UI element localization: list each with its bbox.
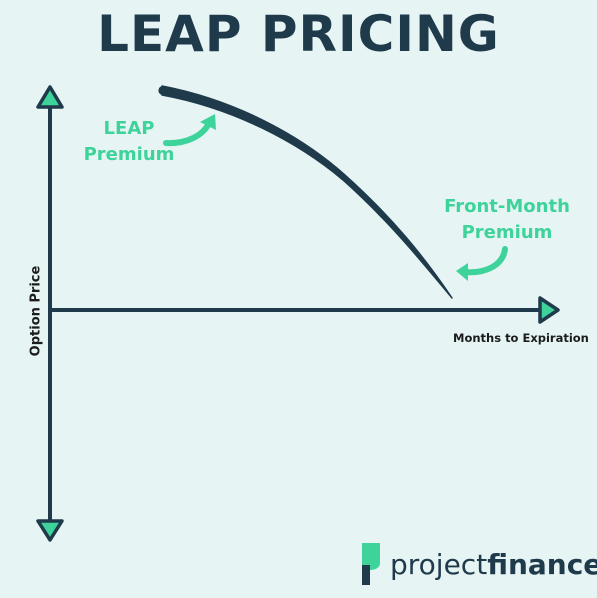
page-title: LEAP PRICING (97, 5, 500, 63)
front-month-label-line2: Premium (461, 222, 553, 243)
y-axis-label: Option Price (28, 265, 44, 357)
leap-label-line1: LEAP (103, 118, 155, 139)
y-axis-up-arrow-icon (36, 85, 64, 109)
brand-name: projectfinance (390, 548, 597, 581)
x-axis-right-arrow-icon (538, 296, 560, 324)
leap-arrowhead-icon (200, 114, 216, 130)
y-axis-down-arrow-icon (36, 519, 64, 542)
project-finance-logo-icon (362, 543, 380, 585)
brand-logo: projectfinance (360, 541, 597, 587)
leap-label-line2: Premium (83, 144, 175, 165)
brand-name-bold: finance (487, 547, 597, 581)
brand-name-regular: project (390, 547, 488, 581)
leap-premium-label: LEAP Premium (64, 116, 194, 168)
front-month-label-line1: Front-Month (444, 196, 570, 217)
front-month-premium-label: Front-Month Premium (432, 194, 582, 246)
front-month-pointer-arrow (461, 246, 508, 276)
x-axis-label: Months to Expiration (453, 331, 589, 345)
curve-start-cap (158, 85, 168, 96)
premium-decay-curve (161, 85, 453, 299)
front-month-arrowhead-icon (456, 263, 468, 281)
